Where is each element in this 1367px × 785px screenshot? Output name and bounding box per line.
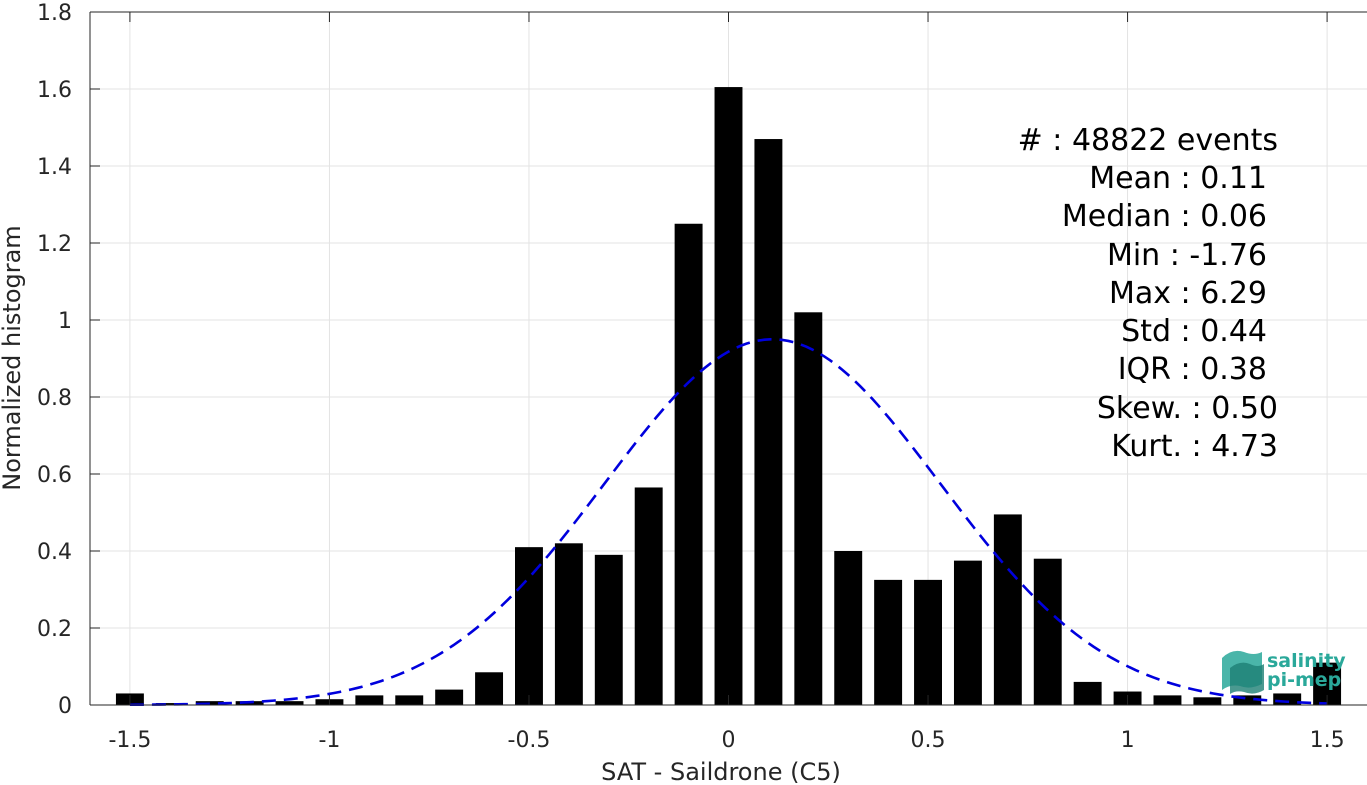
x-tick-label-6: 1.5 <box>1310 728 1345 753</box>
y-tick-label-3: 0.6 <box>37 463 72 488</box>
bar-17 <box>794 312 823 705</box>
bar-4 <box>275 701 304 705</box>
bar-19 <box>874 579 903 705</box>
x-tick-label-2: -0.5 <box>508 728 551 753</box>
salinity-pimep-logo: salinity pi-mep <box>1222 650 1346 694</box>
bar-15 <box>714 87 743 705</box>
x-tick-labels: -1.5 -1 -0.5 0 0.5 1 1.5 <box>108 728 1344 753</box>
stat-events: # : 48822 events <box>1018 123 1278 158</box>
axes <box>89 11 1367 706</box>
y-tick-label-4: 0.8 <box>37 386 72 411</box>
bar-18 <box>834 551 863 705</box>
stat-max: Max : 6.29 <box>1109 276 1267 311</box>
bar-16 <box>754 139 783 706</box>
y-tick-label-6: 1.2 <box>37 232 72 257</box>
y-tick-label-7: 1.4 <box>37 155 72 180</box>
logo-text-salinity: salinity <box>1267 650 1346 672</box>
y-tick-label-0: 0 <box>58 694 72 719</box>
bar-10 <box>515 547 543 705</box>
bar-11 <box>554 543 583 705</box>
x-axis-title: SAT - Saildrone (C5) <box>601 758 841 785</box>
histogram-bars <box>115 87 1342 706</box>
bar-12 <box>594 554 623 705</box>
stat-std: Std : 0.44 <box>1121 314 1267 349</box>
x-tick-label-3: 0 <box>722 728 736 753</box>
y-tick-labels: 0 0.2 0.4 0.6 0.8 1 1.2 1.4 1.6 1.8 <box>37 1 72 719</box>
bar-27 <box>1193 697 1222 705</box>
y-tick-label-1: 0.2 <box>37 617 72 642</box>
bar-13 <box>634 487 663 705</box>
stats-annotation: # : 48822 events Mean : 0.11 Median : 0.… <box>1018 123 1278 464</box>
stat-min: Min : -1.76 <box>1107 238 1267 273</box>
bar-14 <box>674 223 703 705</box>
x-tick-label-1: -1 <box>318 728 340 753</box>
y-tick-label-5: 1 <box>58 309 72 334</box>
y-axis-title: Normalized histogram <box>0 225 26 490</box>
bar-24 <box>1073 681 1102 705</box>
bar-28 <box>1233 695 1262 705</box>
bar-21 <box>953 560 982 705</box>
bar-23 <box>1033 558 1062 705</box>
bar-1 <box>155 703 184 705</box>
bar-29 <box>1273 693 1302 705</box>
x-tick-label-0: -1.5 <box>108 728 151 753</box>
bar-7 <box>395 695 424 705</box>
stat-iqr: IQR : 0.38 <box>1118 352 1267 387</box>
bar-20 <box>914 579 942 705</box>
bar-22 <box>993 514 1022 705</box>
x-tick-label-5: 1 <box>1121 728 1135 753</box>
y-tick-label-2: 0.4 <box>37 540 72 565</box>
x-tick-label-4: 0.5 <box>911 728 946 753</box>
logo-text-pimep: pi-mep <box>1267 669 1341 691</box>
stat-kurt: Kurt. : 4.73 <box>1111 429 1278 464</box>
logo-wave-icon-shade <box>1230 662 1264 694</box>
y-tick-label-9: 1.8 <box>37 1 72 26</box>
bar-6 <box>355 695 384 705</box>
y-tick-label-8: 1.6 <box>37 78 72 103</box>
stat-skew: Skew. : 0.50 <box>1097 391 1278 426</box>
stat-median: Median : 0.06 <box>1062 199 1267 234</box>
bar-26 <box>1153 695 1182 705</box>
stat-mean: Mean : 0.11 <box>1089 161 1267 196</box>
bar-9 <box>475 672 504 705</box>
normal-fit-curve <box>129 338 1328 707</box>
bar-8 <box>435 689 464 705</box>
